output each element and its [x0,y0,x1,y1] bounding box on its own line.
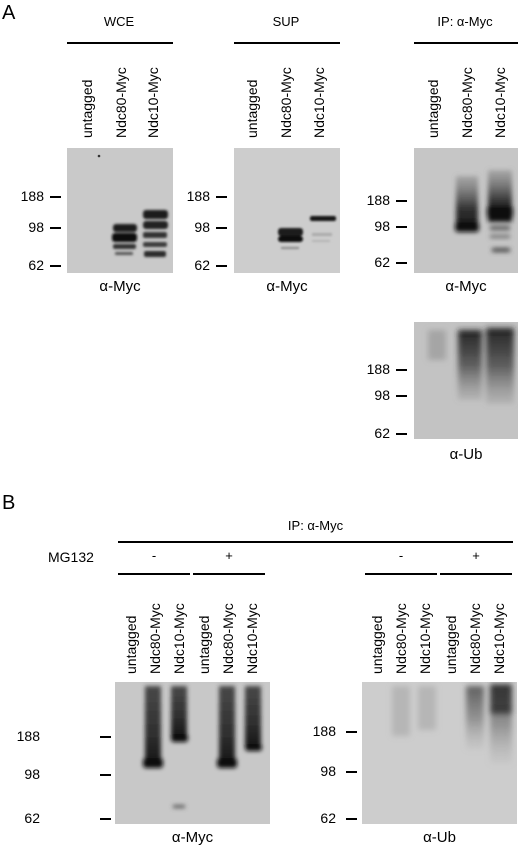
marker-tick-62 [396,262,407,264]
mg132-minus: - [151,548,157,563]
header-sup: SUP [272,14,300,29]
lane-label-ndc10: Ndc10-Myc [171,603,187,674]
mg132-plus: + [225,548,233,563]
lane-label-ndc80: Ndc80-Myc [393,603,409,674]
header-ip-myc: IP: α-Myc [287,518,344,533]
marker-tick-188 [346,731,357,733]
marker-tick-62 [100,818,111,820]
marker-tick-62 [50,265,61,267]
blot-ip-ub [414,322,518,439]
lane-label-ndc10: Ndc10-Myc [145,67,161,138]
marker-tick-62 [346,818,357,820]
marker-tick-98 [100,774,111,776]
lane-label-ndc10: Ndc10-Myc [417,603,433,674]
lane-label-ndc10: Ndc10-Myc [244,603,260,674]
blot-wce-myc [67,148,173,273]
blot-mg132-ub [362,682,517,824]
mg132-minus-line [118,573,190,575]
mg132-minus-line [365,573,437,575]
lane-label-ndc10: Ndc10-Myc [492,67,508,138]
lane-label-ndc80: Ndc80-Myc [220,603,236,674]
marker-tick-188 [396,369,407,371]
antibody-label-ub: α-Ub [423,829,456,846]
lane-label-untagged: untagged [443,615,459,674]
marker-tick-188 [396,200,407,202]
marker-tick-62 [396,433,407,435]
marker-98: 98 [320,763,336,779]
antibody-label-myc: α-Myc [266,278,308,295]
blot-sup-myc [234,148,340,273]
marker-tick-98 [396,395,407,397]
lane-label-untagged: untagged [196,615,212,674]
header-ip-line [118,541,513,543]
panel-label-a: A [2,2,16,24]
marker-62: 62 [320,810,336,826]
lane-label-untagged: untagged [123,615,139,674]
marker-tick-62 [216,265,227,267]
lane-label-ndc10: Ndc10-Myc [311,67,327,138]
mg132-minus: - [398,548,404,563]
marker-tick-98 [50,227,61,229]
marker-98: 98 [28,219,44,235]
lane-label-ndc80: Ndc80-Myc [278,67,294,138]
blot-mg132-myc [115,682,270,824]
antibody-label-myc: α-Myc [445,278,487,295]
marker-98: 98 [24,766,40,782]
marker-98: 98 [374,218,390,234]
marker-62: 62 [374,254,390,270]
marker-tick-98 [216,227,227,229]
lane-label-untagged: untagged [425,79,441,138]
antibody-label-myc: α-Myc [171,829,214,846]
marker-tick-188 [100,736,111,738]
marker-62: 62 [194,257,210,273]
lane-label-untagged: untagged [79,79,95,138]
lane-label-ndc80: Ndc80-Myc [147,603,163,674]
marker-tick-188 [50,196,61,198]
mg132-plus: + [472,548,480,563]
marker-62: 62 [28,257,44,273]
lane-label-ndc80: Ndc80-Myc [113,67,129,138]
lane-label-untagged: untagged [244,79,260,138]
mg132-label: MG132 [48,549,94,565]
marker-188: 188 [366,361,390,377]
marker-188: 188 [186,188,210,204]
lane-label-ndc80: Ndc80-Myc [467,603,483,674]
antibody-label-myc: α-Myc [99,278,141,295]
marker-98: 98 [374,387,390,403]
marker-tick-188 [216,196,227,198]
mg132-plus-line [193,573,265,575]
marker-62: 62 [24,810,40,826]
header-sup-line [234,42,340,44]
blot-ip-myc [414,148,518,273]
marker-188: 188 [16,728,40,744]
marker-188: 188 [366,192,390,208]
header-wce: WCE [103,14,135,29]
marker-62: 62 [374,425,390,441]
panel-label-b: B [2,492,16,514]
marker-tick-98 [346,771,357,773]
marker-98: 98 [194,219,210,235]
mg132-plus-line [440,573,512,575]
header-ip-line [414,42,518,44]
lane-label-untagged: untagged [369,615,385,674]
antibody-label-ub: α-Ub [449,446,483,463]
lane-label-ndc10: Ndc10-Myc [491,603,507,674]
marker-188: 188 [20,188,44,204]
header-ip-myc: IP: α-Myc [437,14,493,29]
header-wce-line [67,42,173,44]
lane-label-ndc80: Ndc80-Myc [459,67,475,138]
marker-188: 188 [312,723,336,739]
marker-tick-98 [396,226,407,228]
